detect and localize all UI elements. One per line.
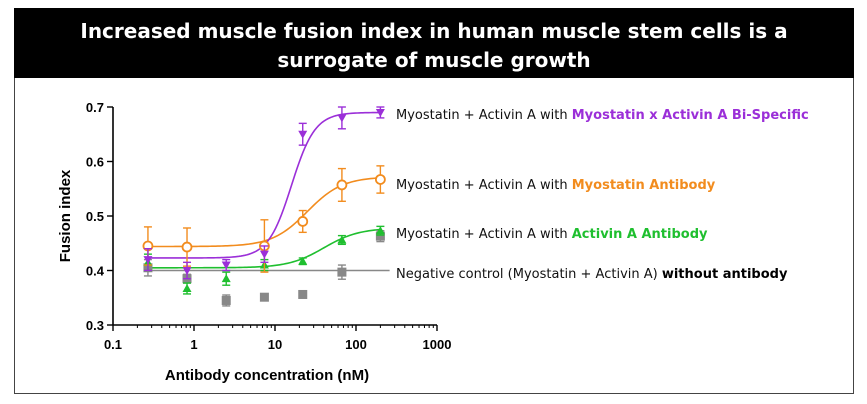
bispecific-point — [298, 130, 308, 139]
x-axis-label: Antibody concentration (nM) — [165, 367, 369, 384]
bispecific-legend-highlight: Myostatin x Activin A Bi-Specific — [572, 108, 809, 123]
activin-point — [221, 274, 231, 283]
negative-legend-highlight: without antibody — [662, 267, 788, 282]
negative-point — [221, 295, 231, 305]
bispecific-legend-prefix: Myostatin + Activin A with — [396, 108, 572, 123]
title-line-2: surrogate of muscle growth — [277, 48, 591, 72]
negative-point — [337, 267, 347, 277]
negative-point — [259, 292, 269, 302]
activin-point — [182, 283, 192, 292]
myostatin-legend-prefix: Myostatin + Activin A with — [396, 178, 572, 193]
activin-legend-highlight: Activin A Antibody — [572, 227, 708, 242]
negative-legend-entry: Negative control (Myostatin + Activin A)… — [396, 267, 788, 282]
myostatin-point — [181, 241, 193, 253]
myostatin-point — [297, 216, 309, 227]
title-line-1: Increased muscle fusion index in human m… — [80, 19, 788, 43]
negative-legend-prefix: Negative control (Myostatin + Activin A) — [396, 267, 662, 282]
negative-point — [375, 231, 385, 241]
myostatin-point — [374, 174, 386, 185]
myostatin-legend-entry: Myostatin + Activin A with Myostatin Ant… — [396, 178, 716, 193]
y-axis-label: Fusion index — [57, 169, 74, 262]
x-tick-label: 1000 — [423, 337, 452, 352]
x-tick-label: 1 — [190, 337, 197, 352]
bispecific-point — [221, 261, 231, 270]
title-bar: Increased muscle fusion index in human m… — [14, 8, 854, 78]
y-tick-label: 0.3 — [86, 318, 104, 333]
x-tick-label: 0.1 — [104, 337, 122, 352]
activin-point — [375, 226, 385, 235]
activin-point — [337, 235, 347, 244]
bispecific-point — [259, 250, 269, 259]
y-tick-label: 0.7 — [86, 100, 104, 115]
y-tick-label: 0.4 — [86, 264, 105, 279]
bispecific-point — [143, 256, 153, 265]
activin-legend-entry: Myostatin + Activin A with Activin A Ant… — [396, 227, 708, 242]
x-tick-label: 100 — [345, 337, 367, 352]
bispecific-point — [182, 267, 192, 275]
myostatin-point — [336, 179, 348, 191]
bispecific-point — [337, 114, 347, 123]
negative-point — [298, 289, 308, 299]
bispecific-legend-entry: Myostatin + Activin A with Myostatin x A… — [396, 108, 809, 123]
activin-point — [298, 256, 308, 265]
y-tick-label: 0.5 — [86, 209, 104, 224]
bispecific-point — [375, 108, 385, 117]
myostatin-legend-highlight: Myostatin Antibody — [572, 178, 716, 193]
chart-frame — [14, 78, 854, 394]
y-tick-label: 0.6 — [86, 155, 104, 170]
x-tick-label: 10 — [268, 337, 282, 352]
activin-legend-prefix: Myostatin + Activin A with — [396, 227, 572, 242]
